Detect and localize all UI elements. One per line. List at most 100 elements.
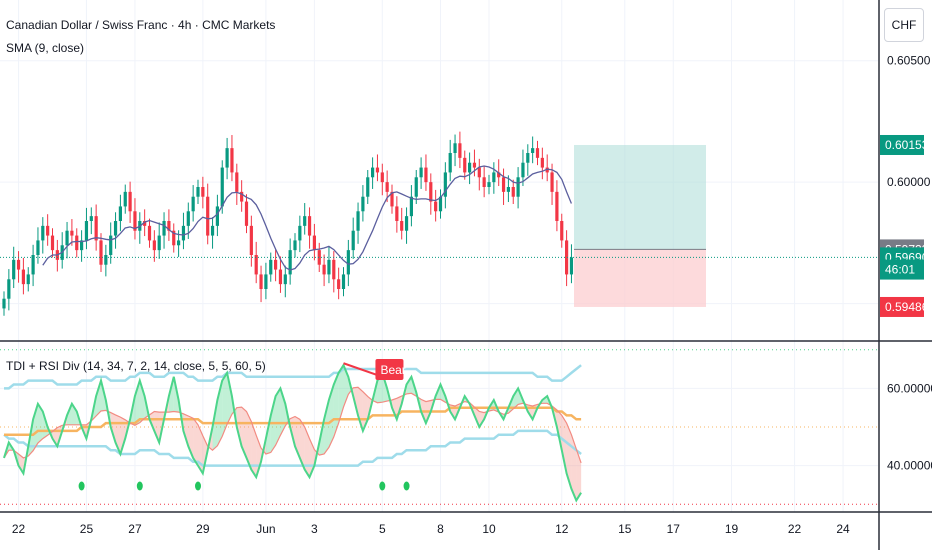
candle-body bbox=[303, 216, 307, 226]
candle-body bbox=[240, 191, 244, 202]
candle-body bbox=[113, 221, 118, 236]
candle-body bbox=[94, 216, 98, 241]
rsi-fill bbox=[52, 427, 58, 447]
candle-body bbox=[157, 235, 161, 251]
candle-body bbox=[322, 264, 326, 275]
candle-body bbox=[84, 221, 89, 241]
candle-body bbox=[419, 167, 423, 178]
sma-legend: SMA (9, close) bbox=[6, 41, 85, 55]
candle-body bbox=[36, 240, 40, 255]
candle-body bbox=[269, 259, 273, 275]
candle-body bbox=[429, 182, 433, 202]
candle-body bbox=[16, 259, 21, 270]
candle-body bbox=[385, 182, 389, 192]
candle-body bbox=[555, 191, 559, 221]
candle-body bbox=[220, 167, 224, 207]
candle-body bbox=[172, 230, 176, 246]
candle-body bbox=[181, 225, 186, 241]
lower-pane: Bear bbox=[0, 349, 878, 505]
grid bbox=[0, 0, 878, 512]
candle-body bbox=[341, 274, 346, 289]
rsi-fill bbox=[227, 372, 232, 425]
currency-button[interactable]: CHF bbox=[884, 8, 924, 42]
candle-body bbox=[477, 167, 481, 178]
candle-body bbox=[215, 206, 219, 226]
candle-body bbox=[50, 235, 55, 251]
price-tag bbox=[880, 259, 924, 280]
candle-body bbox=[225, 148, 229, 168]
candle-body bbox=[31, 255, 35, 275]
candle-body bbox=[210, 225, 215, 236]
candle-body bbox=[46, 225, 50, 236]
rsi-fill bbox=[324, 399, 329, 455]
bull-divergence-marker bbox=[136, 481, 143, 491]
rsi-fill bbox=[193, 418, 198, 466]
candle-body bbox=[26, 274, 30, 285]
position-tool[interactable] bbox=[574, 144, 706, 307]
rsi-fill bbox=[561, 415, 567, 474]
lower-band-line bbox=[3, 429, 582, 467]
rsi-fill bbox=[236, 407, 242, 447]
rsi-fill bbox=[241, 407, 247, 458]
time-axis-label: 29 bbox=[196, 522, 210, 536]
candle-body bbox=[468, 162, 472, 173]
candle-body bbox=[235, 172, 239, 192]
price-tag-label: 46:01 bbox=[885, 263, 915, 277]
bull-divergence-marker bbox=[78, 481, 85, 491]
candle-body bbox=[506, 187, 510, 192]
candle-body bbox=[414, 177, 418, 197]
candle-body bbox=[293, 240, 297, 251]
bear-label-box bbox=[375, 359, 404, 380]
candle-body bbox=[104, 255, 108, 265]
mid-band-line bbox=[4, 406, 582, 436]
candle-body bbox=[375, 167, 380, 173]
candle-body bbox=[395, 206, 399, 221]
rsi-fill bbox=[222, 372, 228, 437]
candle-body bbox=[133, 211, 137, 231]
candle-body bbox=[147, 225, 152, 241]
candle-body bbox=[21, 269, 25, 285]
time-axis-label: 17 bbox=[667, 522, 681, 536]
candle-body bbox=[380, 172, 384, 183]
time-axis-label: 10 bbox=[482, 522, 496, 536]
candle-body bbox=[492, 172, 496, 183]
rsi-fill bbox=[571, 434, 577, 501]
candle-body bbox=[278, 269, 283, 285]
time-axis-label: 25 bbox=[80, 522, 94, 536]
rsi-fill bbox=[212, 399, 218, 451]
candle-body bbox=[332, 259, 336, 280]
rsi-fill bbox=[246, 411, 252, 470]
candle-body bbox=[356, 211, 360, 231]
candle-body bbox=[254, 255, 258, 275]
candle-body bbox=[80, 240, 84, 251]
candle-body bbox=[550, 172, 554, 192]
candle-body bbox=[337, 279, 341, 289]
candle-body bbox=[400, 221, 404, 231]
rsi-fill bbox=[71, 403, 77, 425]
candle-body bbox=[7, 279, 11, 299]
time-axis-label: 12 bbox=[555, 522, 569, 536]
candle-body bbox=[283, 274, 287, 285]
rsi-fill bbox=[299, 419, 305, 470]
price-tag bbox=[880, 296, 924, 317]
price-axis-label: 0.60000 bbox=[887, 175, 931, 189]
candle-body bbox=[65, 230, 69, 246]
rsi-fill bbox=[183, 413, 189, 447]
time-axis-label: Jun bbox=[256, 522, 275, 536]
candle-body bbox=[569, 257, 574, 275]
candle-body bbox=[162, 221, 166, 236]
rsi-fill bbox=[275, 388, 281, 446]
price-tag-label: 0.59486 bbox=[885, 300, 929, 314]
rsi-fill bbox=[134, 380, 140, 426]
candles bbox=[0, 131, 878, 316]
rsi-fill bbox=[479, 411, 485, 427]
rsi-fill bbox=[139, 380, 145, 423]
candle-body bbox=[434, 201, 438, 212]
candle-body bbox=[312, 235, 316, 251]
rsi-fill bbox=[566, 423, 572, 489]
candle-body bbox=[143, 221, 147, 226]
time-axis-label: 19 bbox=[725, 522, 739, 536]
candle-body bbox=[565, 240, 569, 275]
